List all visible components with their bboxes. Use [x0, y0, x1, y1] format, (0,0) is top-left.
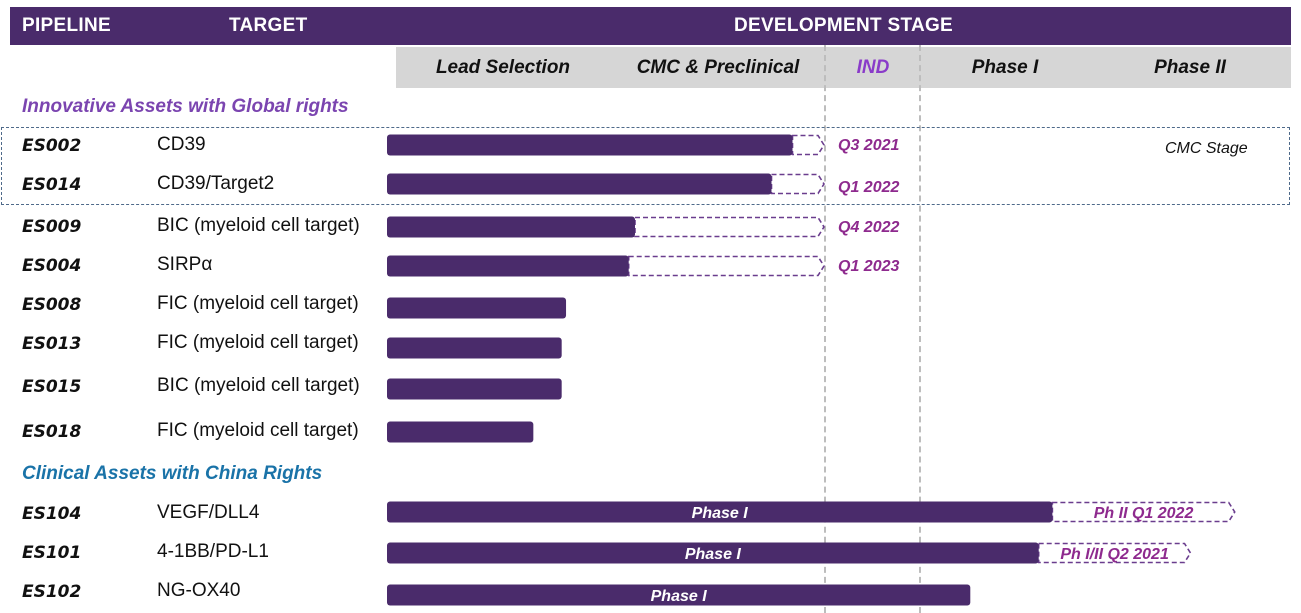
global-rights-box	[1, 127, 1290, 205]
stage-ind: IND	[856, 57, 890, 78]
row-target: FIC (myeloid cell target)	[157, 420, 359, 441]
ind-right-divider	[919, 45, 921, 613]
row-id: ES014	[22, 175, 82, 195]
stage-band	[396, 47, 1291, 88]
row-target: CD39/Target2	[157, 173, 275, 194]
progress-bar	[387, 378, 562, 400]
row-id: ES102	[22, 582, 82, 602]
projected-progress-arrow	[791, 134, 825, 156]
stage-cmc-preclinical: CMC & Preclinical	[636, 57, 800, 78]
target-header: TARGET	[229, 15, 308, 36]
ind-milestone: Q4 2022	[838, 219, 900, 236]
row-target: FIC (myeloid cell target)	[157, 332, 359, 353]
stage-lead-selection: Lead Selection	[435, 57, 571, 78]
progress-bar	[387, 173, 772, 195]
bar-label: Phase I	[692, 505, 749, 522]
row-target: BIC (myeloid cell target)	[157, 215, 360, 236]
row-target: 4-1BB/PD-L1	[157, 541, 269, 562]
projected-progress-arrow	[627, 255, 825, 277]
progress-bar	[387, 134, 793, 156]
progress-bar	[387, 216, 635, 238]
progress-bar	[387, 337, 562, 359]
row-target: SIRPα	[157, 254, 213, 275]
bar-label: Phase I	[651, 588, 708, 605]
development-stage-header: DEVELOPMENT STAGE	[733, 15, 954, 36]
projected-progress-arrow	[1037, 542, 1192, 564]
row-id: ES008	[22, 295, 82, 315]
stage-phase-2: Phase II	[1154, 57, 1226, 78]
row-id: ES009	[22, 217, 82, 237]
row-id: ES013	[22, 334, 82, 354]
bar-label: Phase I	[685, 546, 742, 563]
stage-phase-1: Phase I	[971, 57, 1039, 78]
header-band	[10, 7, 1291, 45]
progress-bar	[387, 297, 567, 319]
progress-bar	[387, 421, 534, 443]
progress-bar	[387, 542, 1039, 564]
row-id: ES002	[22, 136, 82, 156]
projected-progress-arrow	[770, 173, 825, 195]
row-id: ES104	[22, 504, 82, 524]
ind-left-divider	[824, 45, 826, 613]
ind-milestone: Q1 2023	[838, 258, 900, 275]
section-innovative: Innovative Assets with Global rights	[22, 96, 349, 117]
cmc-stage-note: CMC Stage	[1165, 140, 1248, 157]
progress-bar	[387, 501, 1053, 523]
pipeline-header: PIPELINE	[22, 15, 111, 36]
section-clinical: Clinical Assets with China Rights	[22, 463, 323, 484]
projected-progress-arrow	[634, 216, 825, 238]
projection-label: Ph II Q1 2022	[1094, 505, 1194, 522]
progress-bar	[387, 584, 971, 606]
row-target: VEGF/DLL4	[157, 502, 260, 523]
row-id: ES004	[22, 256, 82, 276]
row-id: ES015	[22, 377, 82, 397]
row-target: BIC (myeloid cell target)	[157, 375, 360, 396]
row-target: CD39	[157, 134, 206, 155]
row-target: FIC (myeloid cell target)	[157, 293, 359, 314]
ind-milestone: Q1 2022	[838, 179, 900, 196]
ind-milestone: Q3 2021	[838, 137, 900, 154]
row-id: ES018	[22, 422, 82, 442]
progress-bar	[387, 255, 629, 277]
projection-label: Ph I/II Q2 2021	[1060, 546, 1169, 563]
row-id: ES101	[22, 543, 82, 563]
row-target: NG-OX40	[157, 580, 241, 601]
